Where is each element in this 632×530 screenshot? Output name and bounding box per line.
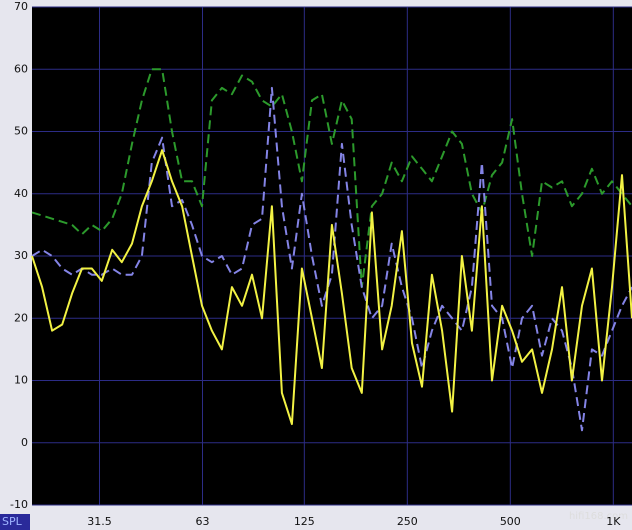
watermark: hifi168.com xyxy=(569,511,628,522)
y-tick-label: 30 xyxy=(14,249,28,262)
x-tick-label: 31.5 xyxy=(87,515,112,528)
series-line xyxy=(31,86,632,432)
y-tick-label: 10 xyxy=(14,374,28,387)
series-line xyxy=(31,149,632,426)
x-tick-label: 1K xyxy=(606,515,621,528)
x-tick-label: 63 xyxy=(196,515,210,528)
y-tick-label: 50 xyxy=(14,125,28,138)
y-tick-label: -10 xyxy=(10,498,28,511)
x-tick-label: 125 xyxy=(294,515,315,528)
y-tick-label: 0 xyxy=(21,436,28,449)
x-tick-label: 250 xyxy=(397,515,418,528)
y-tick-label: 70 xyxy=(14,0,28,13)
series-line xyxy=(31,68,632,289)
y-tick-label: 60 xyxy=(14,62,28,75)
y-tick-label: 20 xyxy=(14,311,28,324)
y-label-box xyxy=(0,514,30,530)
y-tick-label: 40 xyxy=(14,187,28,200)
y-axis-label: SPL xyxy=(2,515,23,528)
x-tick-label: 500 xyxy=(500,515,521,528)
